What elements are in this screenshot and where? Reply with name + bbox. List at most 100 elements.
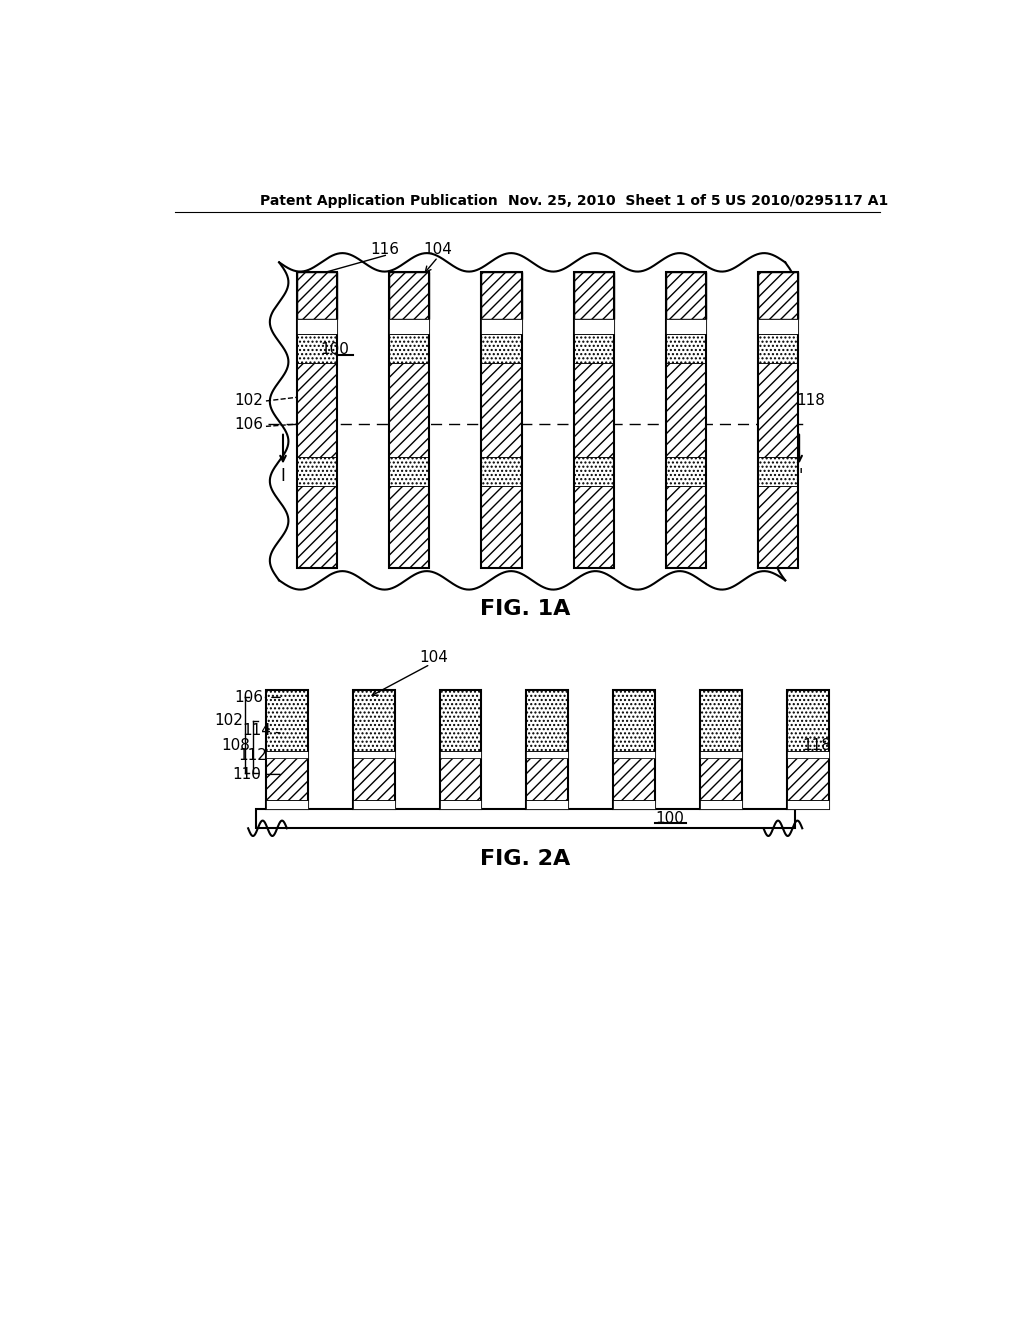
Bar — [439, 689, 481, 751]
Bar — [389, 272, 429, 568]
Bar — [758, 272, 799, 319]
Bar — [573, 457, 614, 487]
Bar — [573, 272, 614, 319]
Bar — [352, 751, 394, 758]
Text: 108: 108 — [221, 738, 251, 752]
Text: 104: 104 — [424, 242, 453, 257]
Bar — [758, 457, 799, 487]
Text: 106: 106 — [234, 417, 263, 432]
Bar — [786, 689, 828, 751]
Bar — [481, 272, 521, 319]
Bar — [297, 363, 337, 457]
Bar — [481, 319, 521, 334]
Text: FIG. 2A: FIG. 2A — [479, 849, 570, 869]
Bar — [573, 334, 614, 363]
Text: 100: 100 — [655, 810, 684, 826]
Bar — [266, 800, 308, 809]
Text: Nov. 25, 2010  Sheet 1 of 5: Nov. 25, 2010 Sheet 1 of 5 — [508, 194, 720, 207]
Text: 112: 112 — [239, 747, 267, 763]
Bar — [266, 689, 308, 809]
Text: 102: 102 — [214, 713, 243, 729]
Bar — [700, 800, 741, 809]
Bar — [389, 272, 429, 319]
Bar — [666, 363, 707, 457]
Bar — [389, 487, 429, 568]
Bar — [297, 272, 337, 568]
Bar — [266, 689, 308, 751]
Bar — [481, 334, 521, 363]
Text: 118: 118 — [796, 393, 825, 408]
Bar — [297, 334, 337, 363]
Bar — [526, 689, 568, 809]
Bar — [786, 689, 828, 809]
Text: 106: 106 — [234, 690, 263, 705]
Bar — [666, 272, 707, 568]
Bar — [439, 689, 481, 809]
Bar — [352, 689, 394, 809]
Bar — [389, 319, 429, 334]
Text: 110: 110 — [232, 767, 261, 781]
Bar — [439, 758, 481, 800]
Bar — [297, 319, 337, 334]
Text: 104: 104 — [420, 649, 449, 665]
Bar — [758, 334, 799, 363]
Text: 118: 118 — [802, 738, 831, 752]
Bar — [297, 487, 337, 568]
Bar — [352, 758, 394, 800]
Bar — [439, 751, 481, 758]
Bar — [786, 758, 828, 800]
Bar — [758, 363, 799, 457]
Bar — [439, 800, 481, 809]
Bar — [266, 751, 308, 758]
Bar — [481, 457, 521, 487]
Bar — [666, 457, 707, 487]
Bar — [573, 272, 614, 568]
Bar — [481, 487, 521, 568]
Bar — [526, 800, 568, 809]
Bar — [613, 751, 655, 758]
Text: 102: 102 — [234, 393, 263, 408]
Bar — [481, 272, 521, 568]
Bar — [389, 334, 429, 363]
Bar — [266, 758, 308, 800]
Bar — [389, 457, 429, 487]
Text: I: I — [281, 467, 286, 486]
Text: 100: 100 — [321, 342, 349, 356]
Text: I': I' — [795, 467, 804, 486]
Bar — [666, 334, 707, 363]
Text: 116: 116 — [371, 242, 399, 257]
Text: FIG. 1A: FIG. 1A — [479, 599, 570, 619]
Bar — [613, 689, 655, 751]
Bar — [786, 800, 828, 809]
Bar — [526, 758, 568, 800]
Text: 114: 114 — [243, 723, 271, 738]
Bar — [758, 319, 799, 334]
Bar — [700, 751, 741, 758]
Text: Patent Application Publication: Patent Application Publication — [260, 194, 498, 207]
Bar — [758, 487, 799, 568]
Bar — [758, 272, 799, 568]
Bar — [613, 689, 655, 809]
Bar — [481, 363, 521, 457]
Bar — [700, 689, 741, 751]
Bar — [573, 487, 614, 568]
Bar — [700, 758, 741, 800]
Bar — [666, 272, 707, 319]
Bar — [666, 487, 707, 568]
Bar — [573, 363, 614, 457]
Bar — [389, 363, 429, 457]
Bar — [297, 457, 337, 487]
Bar — [256, 809, 795, 829]
Bar — [666, 319, 707, 334]
Bar — [526, 689, 568, 751]
Bar — [297, 272, 337, 319]
Bar — [786, 751, 828, 758]
Bar — [526, 751, 568, 758]
Bar — [573, 319, 614, 334]
Bar — [613, 758, 655, 800]
Bar — [700, 689, 741, 809]
Bar — [352, 800, 394, 809]
Text: US 2010/0295117 A1: US 2010/0295117 A1 — [725, 194, 888, 207]
Bar — [613, 800, 655, 809]
Bar — [352, 689, 394, 751]
